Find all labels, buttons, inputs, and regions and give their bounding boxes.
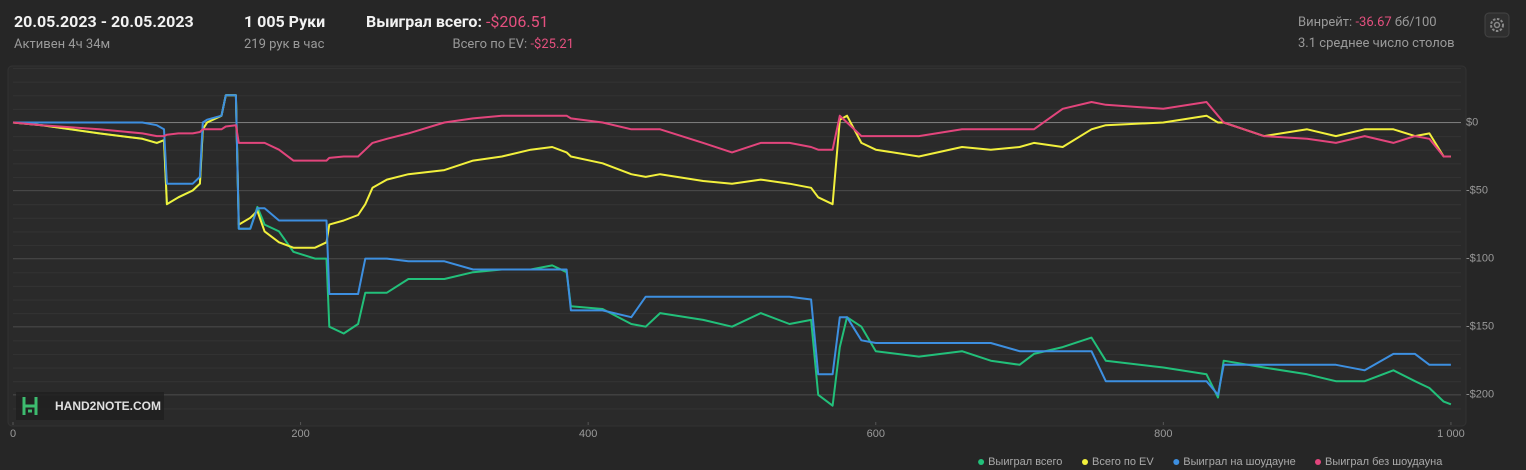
y-tick-label: -$50: [1466, 184, 1488, 196]
series-line: [13, 94, 1451, 396]
legend-label: Всего по EV: [1092, 456, 1154, 468]
watermark-text: HAND2NOTE.COM: [55, 399, 161, 413]
tables: 3.1 среднее число столов: [1298, 36, 1455, 51]
legend-marker: [1082, 459, 1088, 465]
legend-marker: [1315, 459, 1321, 465]
winrate-value: -36.67: [1355, 15, 1392, 30]
won-total-value: -$206.51: [485, 12, 549, 31]
ev-value: -$25.21: [530, 37, 574, 52]
series-line: [12, 101, 1451, 162]
hands: 1 005 Руки: [244, 12, 326, 31]
ev-total: Всего по EV: -$25.21: [452, 37, 574, 52]
x-tick-label: 600: [867, 428, 885, 440]
legend-label: Выиграл всего: [988, 456, 1062, 468]
y-tick-label: -$200: [1466, 389, 1494, 401]
legend: Выиграл всего Всего по EV Выиграл на шоуда…: [978, 456, 1443, 468]
settings-button[interactable]: [1484, 12, 1510, 38]
minor-grid: [13, 68, 1461, 422]
date-range: 20.05.2023 - 20.05.2023: [14, 12, 194, 31]
x-tick-label: 400: [579, 428, 597, 440]
x-tick-label: 800: [1154, 428, 1172, 440]
won-total-label: Выиграл всего:: [366, 12, 482, 31]
legend-label: Выиграл на шоудауне: [1183, 456, 1295, 468]
winrate-label: Винрейт:: [1298, 15, 1353, 30]
won-total: Выиграл всего: -$206.51: [366, 12, 549, 31]
x-tick-label: 200: [291, 428, 309, 440]
y-tick-label: -$100: [1466, 253, 1494, 265]
hands-per-hour: 219 рук в час: [244, 37, 325, 52]
x-tick-label: 1 000: [1437, 428, 1465, 440]
legend-label: Выиграл без шоудауна: [1325, 456, 1443, 468]
ev-label: Всего по EV:: [452, 37, 528, 52]
y-tick-label: -$150: [1466, 321, 1494, 333]
legend-marker: [978, 459, 985, 465]
y-tick-label: $0: [1466, 116, 1478, 128]
winrate-unit: бб/100: [1394, 15, 1437, 30]
x-tick-label: 0: [10, 428, 16, 440]
active-time: Активен 4ч 34м: [14, 37, 111, 52]
watermark: HAND2NOTE.COM: [16, 392, 164, 420]
legend-marker: [1173, 459, 1180, 465]
winrate: Винрейт: -36.67 бб/100: [1298, 15, 1437, 30]
